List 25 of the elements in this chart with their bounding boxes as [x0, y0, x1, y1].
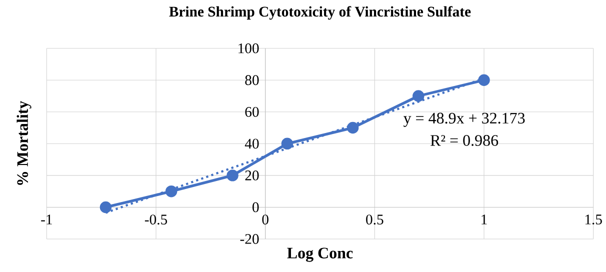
x-tick-label: 0	[262, 214, 268, 224]
x-tick-label: -0.5	[144, 214, 168, 225]
y-tick-label: 60	[245, 106, 259, 117]
point	[165, 185, 178, 198]
annotation: y = 48.9x + 32.173	[403, 112, 525, 127]
x-axis-title: Log Conc	[287, 248, 353, 262]
x-tick-label: -1	[41, 214, 52, 224]
point	[100, 201, 112, 214]
y-tick-label: 100	[238, 43, 259, 54]
annotation: R² = 0.986	[430, 135, 498, 146]
y-tick-label: 20	[245, 170, 259, 180]
y-tick-label: 40	[244, 138, 259, 149]
y-tick-label: 80	[245, 75, 259, 86]
point	[281, 138, 294, 150]
point	[478, 74, 490, 86]
point	[346, 122, 359, 134]
chart-title: Brine Shrimp Cytotoxicity of Vincristine Sulfate	[169, 6, 471, 20]
point	[412, 90, 424, 102]
x-tick-label: 0.5	[366, 214, 384, 225]
y-tick-label: -20	[240, 234, 259, 244]
x-tick-label: 1	[482, 214, 487, 224]
x-tick-label: 1.5	[585, 214, 602, 224]
y-tick-label: 0	[252, 202, 259, 212]
point	[226, 170, 238, 182]
y-axis-title: % Mortality	[16, 100, 32, 185]
